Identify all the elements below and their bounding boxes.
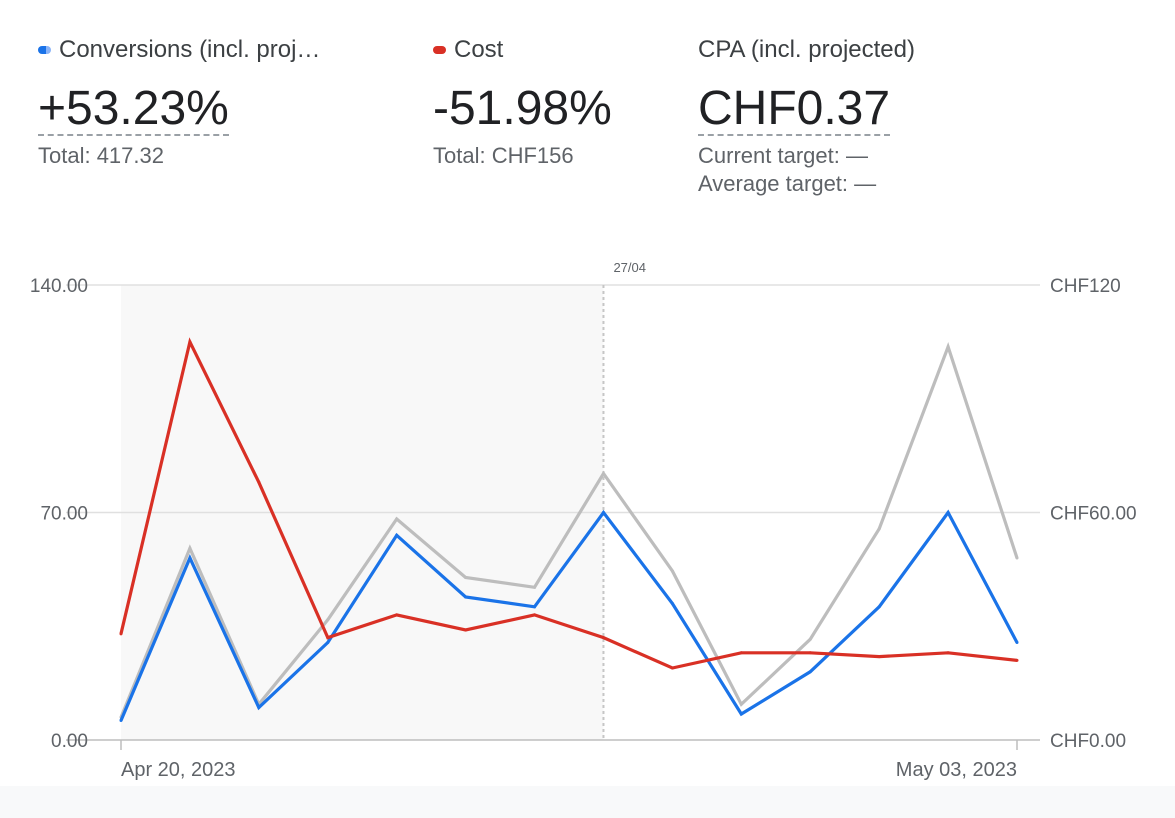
- cost-total: Total: CHF156: [433, 143, 574, 168]
- conversions-metric[interactable]: Conversions (incl. proj… +53.23% Total: …: [38, 36, 320, 170]
- series-line-0: [119, 341, 1019, 718]
- cpa-metric[interactable]: CPA (incl. projected) CHF0.37 Current ta…: [698, 36, 915, 198]
- cpa-value[interactable]: CHF0.37: [698, 82, 891, 136]
- data-point: [670, 569, 674, 573]
- data-point: [533, 613, 537, 617]
- right-axis-tick-label: CHF60.00: [1050, 504, 1137, 525]
- data-point: [808, 651, 812, 655]
- data-point: [1015, 556, 1019, 560]
- data-point: [464, 576, 468, 579]
- series-line-1: [119, 509, 1019, 722]
- data-point: [739, 651, 743, 655]
- cost-legend-swatch: [433, 46, 446, 54]
- x-axis-end-label: May 03, 2023: [896, 759, 1017, 781]
- data-point: [395, 533, 399, 537]
- x-axis-start-label: Apr 20, 2023: [121, 759, 236, 781]
- data-point: [670, 666, 674, 670]
- data-point: [395, 517, 399, 521]
- data-point: [119, 719, 123, 722]
- cpa-current-target: Current target: —: [698, 143, 868, 168]
- data-point: [119, 632, 123, 636]
- data-point: [739, 702, 743, 706]
- bottom-bar: [0, 786, 1175, 818]
- conversions-total: Total: 417.32: [38, 143, 164, 168]
- data-point: [808, 670, 812, 674]
- data-point: [188, 556, 192, 560]
- data-point: [877, 655, 881, 659]
- right-axis-tick-label: CHF120: [1050, 276, 1121, 297]
- data-point: [326, 618, 330, 622]
- data-point: [877, 605, 881, 609]
- series-line-2: [119, 337, 1018, 670]
- conversions-header: Conversions (incl. proj…: [38, 36, 320, 64]
- data-point: [1015, 658, 1019, 662]
- right-axis-tick-label: CHF0.00: [1050, 731, 1126, 752]
- data-point: [464, 595, 468, 599]
- data-point: [1015, 641, 1019, 644]
- cpa-label: CPA (incl. projected): [698, 36, 915, 63]
- cost-change: -51.98%: [433, 82, 612, 135]
- data-point: [877, 527, 881, 531]
- cost-metric[interactable]: Cost -51.98% Total: CHF156: [433, 36, 612, 170]
- data-point: [739, 712, 743, 716]
- conversions-legend-swatch: [38, 46, 51, 54]
- data-point: [601, 636, 605, 640]
- data-point: [533, 585, 537, 589]
- cpa-average-target: Average target: —: [698, 171, 877, 196]
- conversions-change[interactable]: +53.23%: [38, 82, 229, 136]
- data-point: [188, 340, 192, 344]
- data-point: [808, 637, 812, 641]
- data-point: [395, 613, 399, 617]
- data-point: [257, 706, 261, 709]
- data-point: [464, 628, 468, 632]
- cost-header: Cost: [433, 36, 612, 64]
- left-axis-tick-label: 70.00: [40, 504, 88, 525]
- left-axis-tick-label: 0.00: [51, 731, 88, 752]
- data-point: [946, 345, 950, 349]
- data-point: [257, 480, 261, 484]
- data-point: [946, 511, 950, 514]
- data-point: [946, 651, 950, 655]
- data-point: [533, 605, 537, 609]
- data-point: [326, 636, 330, 640]
- data-point: [188, 546, 192, 550]
- data-point: [601, 472, 605, 475]
- data-point: [326, 641, 330, 644]
- data-point: [670, 602, 674, 605]
- data-point: [601, 511, 605, 514]
- left-axis-tick-label: 140.00: [30, 276, 88, 297]
- today-marker-label: 27/04: [613, 260, 646, 275]
- conversions-label: Conversions (incl. proj…: [59, 36, 321, 63]
- cpa-header: CPA (incl. projected): [698, 36, 915, 64]
- cost-label: Cost: [454, 36, 504, 63]
